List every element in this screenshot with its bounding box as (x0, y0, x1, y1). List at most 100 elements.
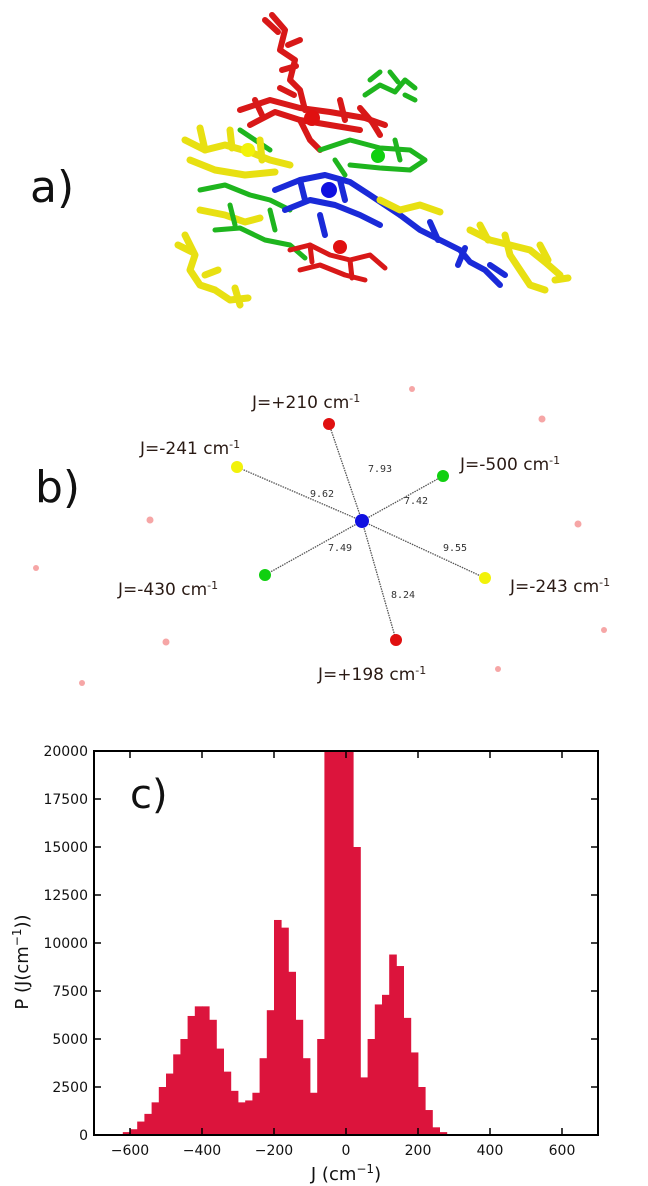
panel-label-b: b) (35, 462, 81, 513)
histogram-bar (144, 1113, 152, 1135)
y-tick-label: 10000 (43, 936, 88, 952)
y-tick-label: 12500 (43, 888, 88, 904)
histogram-bar (367, 1039, 376, 1135)
coupling-value: J=-241 cm (139, 439, 229, 459)
exchange-sites (231, 418, 491, 646)
histogram-bar (151, 1102, 160, 1135)
coupling-unit-exponent: -1 (599, 576, 610, 589)
histogram-bar (288, 971, 296, 1135)
y-tick-label: 15000 (43, 840, 88, 856)
histogram-bars (115, 751, 462, 1135)
y-axis-label-end: )) (12, 914, 33, 928)
histogram-bar (137, 1121, 145, 1135)
y-axis-label-sup: −1 (10, 928, 24, 946)
panel-label-c: c) (130, 772, 168, 818)
histogram-bar (310, 1092, 318, 1135)
coupling-unit-exponent: -1 (349, 392, 360, 405)
histogram-bar (389, 954, 397, 1135)
histogram-bar (230, 1090, 239, 1135)
bond-length-top-red: 7.93 (368, 464, 392, 475)
bond-length-upleft-yellow: 9.62 (310, 489, 334, 500)
coupling-histogram: −600 −400 −200 0 200 400 600 0 2500 5000 7500 1000… (10, 744, 599, 1185)
bond-lowright-yellow (361, 520, 486, 579)
histogram-bar (238, 1102, 246, 1135)
coupling-label-lowleft-green: J=-430 cm-1 (117, 579, 218, 601)
histogram-bar (274, 919, 282, 1135)
histogram-bar (216, 1048, 224, 1135)
y-tick-label: 2500 (52, 1080, 88, 1096)
histogram-bar (425, 1110, 433, 1135)
site-upleft-yellow (231, 461, 243, 473)
bond-top-red (328, 423, 363, 522)
exchange-network-diagram: 7.939.627.427.49 9.558.24 J=+210 cm-1J=-2… (33, 386, 610, 686)
site-lowright-yellow (479, 572, 491, 584)
site-upright-green (437, 470, 449, 482)
y-axis-label: P (J(cm−1)) (10, 914, 33, 1009)
histogram-bar (158, 1087, 167, 1135)
x-axis-label-sup: −1 (356, 1162, 374, 1176)
site-bottom-red (390, 634, 402, 646)
histogram-bar (259, 1058, 268, 1135)
coupling-unit-exponent: -1 (207, 579, 218, 592)
histogram-bar (410, 1052, 419, 1135)
coupling-labels: J=+210 cm-1J=-241 cm-1J=-500 cm-1J=-430 … (117, 392, 610, 686)
site-lowleft-green (259, 569, 271, 581)
bond-upright-green (361, 475, 444, 522)
bond-length-upright-green: 7.42 (404, 496, 428, 507)
coupling-value: J=+198 cm (317, 665, 415, 685)
histogram-bar (223, 1071, 232, 1135)
coupling-label-upleft-yellow: J=-241 cm-1 (139, 438, 240, 460)
coupling-label-top-red: J=+210 cm-1 (251, 392, 360, 414)
coupling-unit-exponent: -1 (415, 664, 426, 677)
histogram-bar (295, 1019, 304, 1135)
histogram-bar (122, 1132, 131, 1135)
x-tick-label: 400 (477, 1143, 504, 1159)
background-atoms (33, 386, 607, 686)
histogram-bar (338, 751, 347, 1135)
histogram-bar (353, 847, 361, 1135)
bond-upleft-yellow (236, 466, 363, 522)
y-tick-label: 5000 (52, 1032, 88, 1048)
coupling-value: J=+210 cm (251, 393, 349, 413)
histogram-bar (180, 1039, 188, 1135)
coupling-unit-exponent: -1 (549, 454, 560, 467)
x-tick-label: −200 (255, 1143, 293, 1159)
histogram-bar (331, 751, 340, 1135)
x-tick-label: −600 (111, 1143, 149, 1159)
histogram-bar (209, 1019, 217, 1135)
bond-lengths: 7.93 9.62 7.42 7.49 9.55 8.24 (310, 464, 467, 601)
histogram-bar (194, 1006, 203, 1135)
y-tick-label: 7500 (52, 984, 88, 1000)
histogram-bar (187, 1015, 196, 1135)
histogram-bar (166, 1073, 174, 1135)
histogram-bar (130, 1129, 138, 1135)
histogram-bar (173, 1054, 181, 1135)
histogram-bar (439, 1132, 448, 1135)
histogram-bar (302, 1058, 311, 1135)
site-top-red (323, 418, 335, 430)
histogram-bar (266, 1010, 275, 1135)
histogram-bar (396, 966, 404, 1135)
bond-length-bottom-red: 8.24 (391, 590, 415, 601)
bond-length-lowright-yellow: 9.55 (443, 543, 467, 554)
bond-lowleft-green (264, 520, 363, 576)
x-tick-label: −400 (183, 1143, 221, 1159)
y-tick-label: 20000 (43, 744, 88, 760)
bond-length-lowleft-green: 7.49 (328, 543, 352, 554)
histogram-bar (317, 1039, 325, 1135)
coupling-unit-exponent: -1 (229, 438, 240, 451)
histogram-bar (360, 1077, 368, 1135)
coupling-label-lowright-yellow: J=-243 cm-1 (509, 576, 610, 598)
histogram-bar (403, 1017, 412, 1135)
histogram-bar (374, 1004, 383, 1135)
histogram-bar (346, 751, 354, 1135)
y-axis-ticks: 0 2500 5000 7500 10000 12500 15000 17500 20000 (43, 744, 598, 1144)
panel-label-a: a) (30, 162, 75, 213)
histogram-bar (252, 1092, 260, 1135)
bond-lines (236, 423, 486, 641)
coupling-label-upright-green: J=-500 cm-1 (459, 454, 560, 476)
x-axis-label-main: J (cm (310, 1164, 356, 1185)
coupling-label-bottom-red: J=+198 cm-1 (317, 664, 426, 686)
x-tick-label: 200 (405, 1143, 432, 1159)
molecular-structure-image (174, 12, 572, 309)
